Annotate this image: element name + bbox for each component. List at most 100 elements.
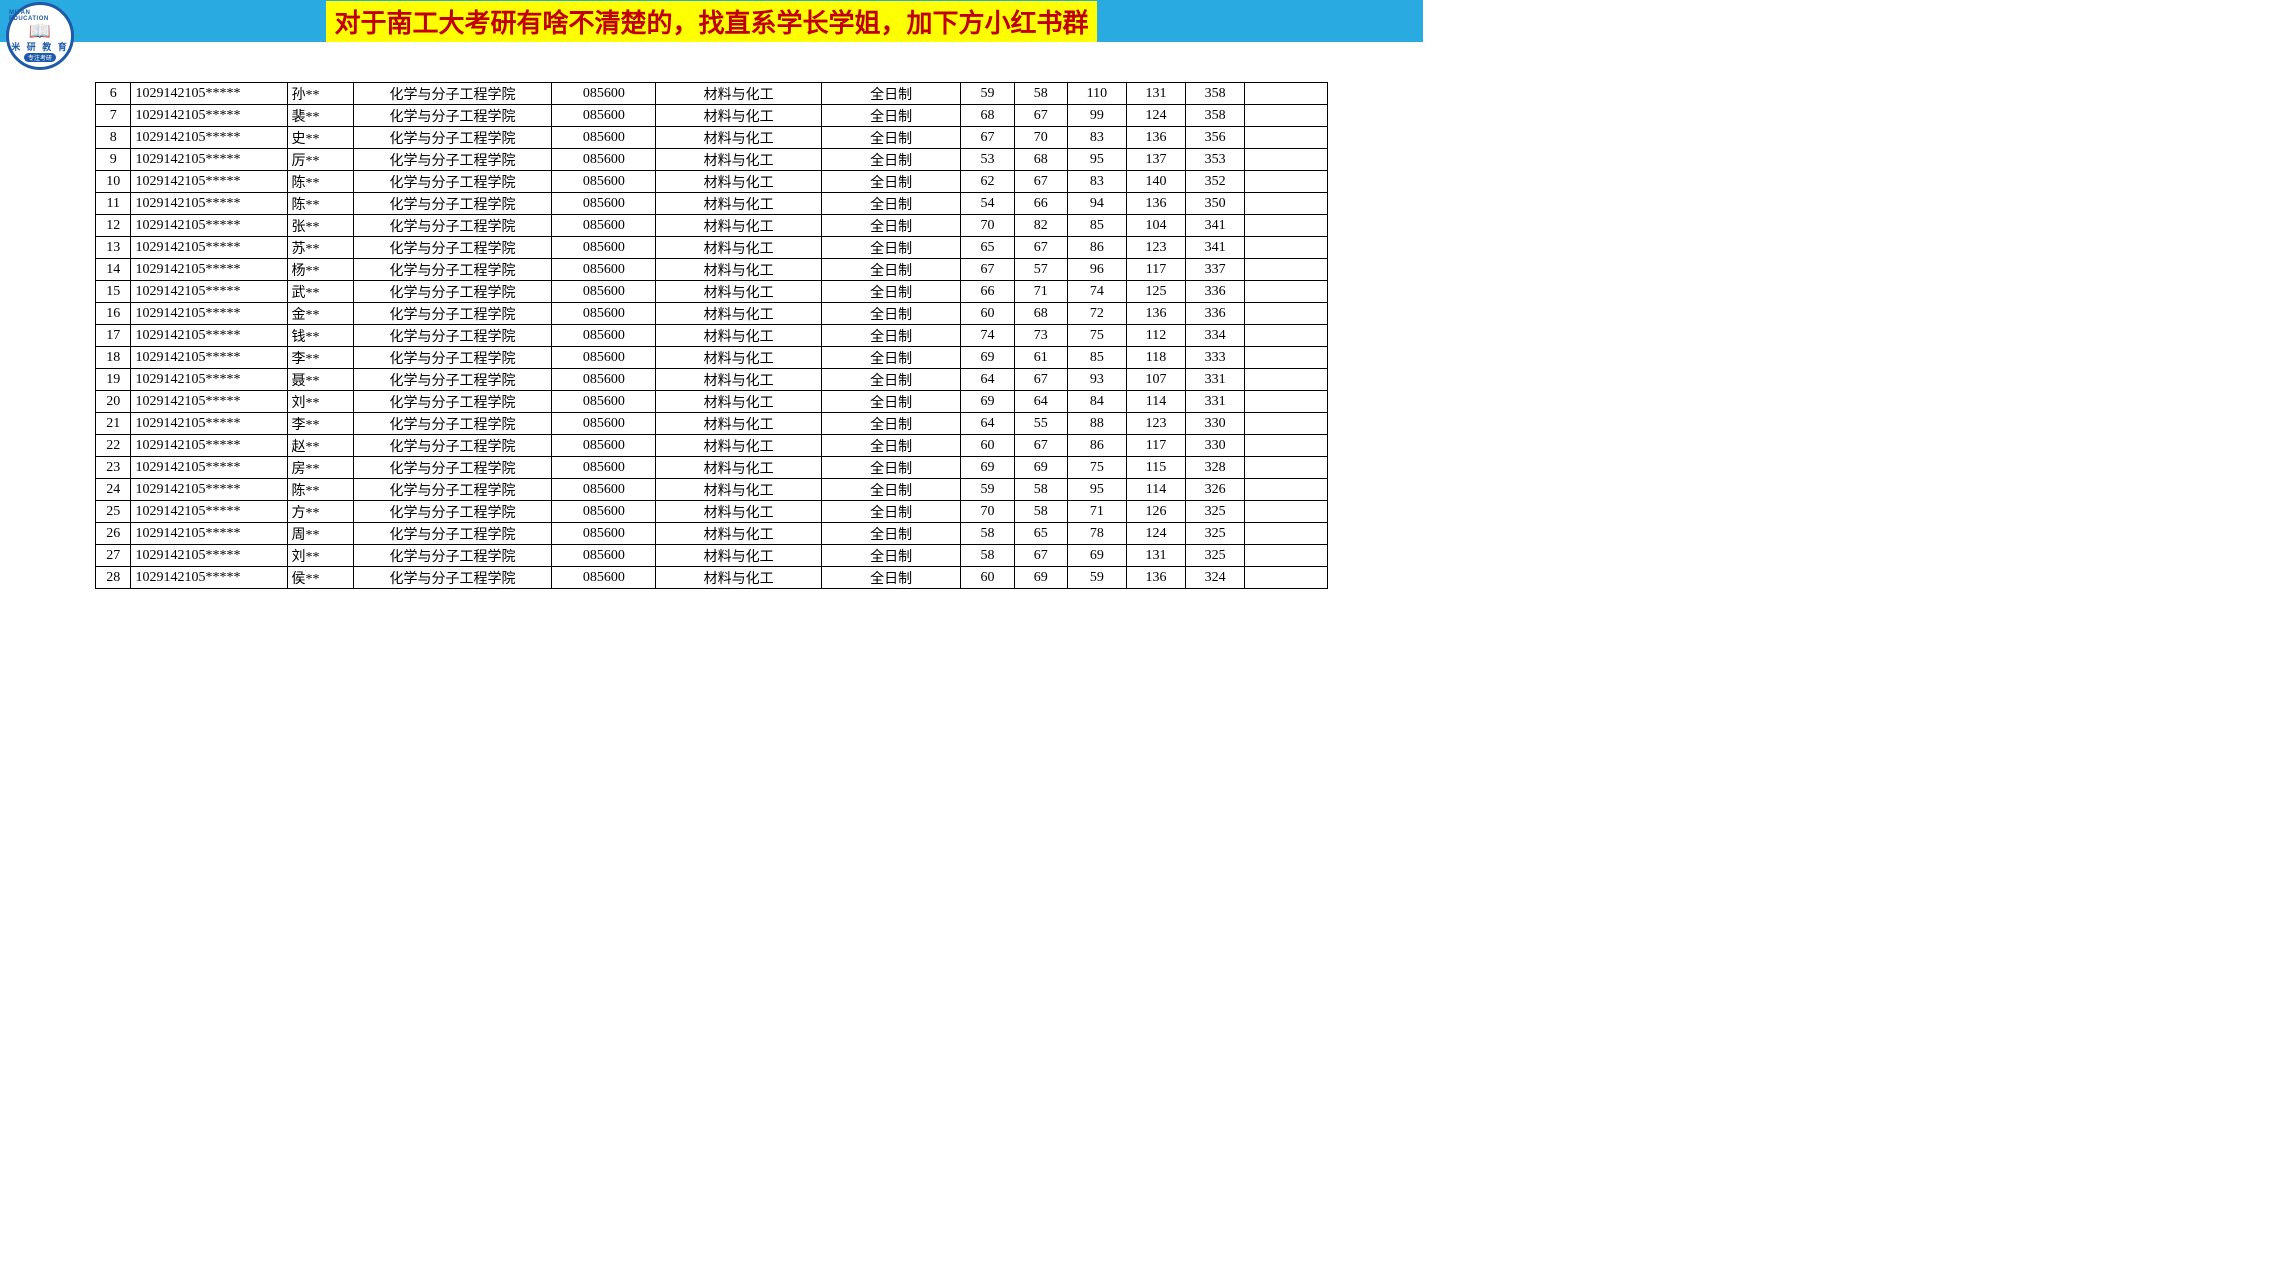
cell-code: 085600 (552, 369, 656, 391)
cell-major: 材料与化工 (656, 215, 822, 237)
cell-code: 085600 (552, 259, 656, 281)
cell-mode: 全日制 (821, 303, 961, 325)
cell-code: 085600 (552, 83, 656, 105)
cell-id: 1029142105***** (131, 83, 287, 105)
cell-note (1245, 193, 1328, 215)
cell-id: 1029142105***** (131, 457, 287, 479)
cell-dept: 化学与分子工程学院 (353, 259, 552, 281)
cell-total: 326 (1186, 479, 1245, 501)
cell-code: 085600 (552, 237, 656, 259)
cell-total: 358 (1186, 105, 1245, 127)
cell-s1: 74 (961, 325, 1014, 347)
cell-id: 1029142105***** (131, 303, 287, 325)
cell-s2: 71 (1014, 281, 1067, 303)
cell-idx: 21 (96, 413, 131, 435)
cell-id: 1029142105***** (131, 347, 287, 369)
cell-dept: 化学与分子工程学院 (353, 523, 552, 545)
cell-name: 张** (287, 215, 353, 237)
cell-mode: 全日制 (821, 523, 961, 545)
header-bar: MIYAN EDUCATION 📖 米 研 教 育 专注考研 对于南工大考研有啥… (0, 0, 1423, 42)
cell-code: 085600 (552, 215, 656, 237)
table-row: 141029142105*****杨**化学与分子工程学院085600材料与化工… (96, 259, 1328, 281)
cell-s4: 136 (1126, 127, 1185, 149)
cell-s3: 59 (1067, 567, 1126, 589)
cell-id: 1029142105***** (131, 281, 287, 303)
cell-idx: 7 (96, 105, 131, 127)
cell-s4: 124 (1126, 523, 1185, 545)
cell-id: 1029142105***** (131, 259, 287, 281)
cell-s1: 69 (961, 457, 1014, 479)
cell-id: 1029142105***** (131, 149, 287, 171)
cell-mode: 全日制 (821, 83, 961, 105)
cell-major: 材料与化工 (656, 281, 822, 303)
cell-mode: 全日制 (821, 545, 961, 567)
cell-s3: 95 (1067, 479, 1126, 501)
cell-s4: 125 (1126, 281, 1185, 303)
cell-idx: 13 (96, 237, 131, 259)
cell-s1: 59 (961, 479, 1014, 501)
cell-major: 材料与化工 (656, 545, 822, 567)
cell-note (1245, 523, 1328, 545)
cell-dept: 化学与分子工程学院 (353, 127, 552, 149)
cell-s1: 66 (961, 281, 1014, 303)
cell-total: 325 (1186, 523, 1245, 545)
cell-note (1245, 369, 1328, 391)
cell-mode: 全日制 (821, 501, 961, 523)
cell-major: 材料与化工 (656, 457, 822, 479)
cell-note (1245, 171, 1328, 193)
cell-s2: 66 (1014, 193, 1067, 215)
cell-mode: 全日制 (821, 127, 961, 149)
cell-s2: 58 (1014, 479, 1067, 501)
cell-code: 085600 (552, 281, 656, 303)
cell-id: 1029142105***** (131, 479, 287, 501)
cell-dept: 化学与分子工程学院 (353, 479, 552, 501)
cell-major: 材料与化工 (656, 127, 822, 149)
cell-dept: 化学与分子工程学院 (353, 237, 552, 259)
cell-note (1245, 215, 1328, 237)
cell-id: 1029142105***** (131, 105, 287, 127)
table-row: 271029142105*****刘**化学与分子工程学院085600材料与化工… (96, 545, 1328, 567)
cell-s4: 131 (1126, 545, 1185, 567)
cell-idx: 22 (96, 435, 131, 457)
cell-s1: 60 (961, 435, 1014, 457)
cell-s4: 124 (1126, 105, 1185, 127)
cell-s3: 84 (1067, 391, 1126, 413)
cell-s2: 69 (1014, 457, 1067, 479)
cell-major: 材料与化工 (656, 479, 822, 501)
cell-s3: 88 (1067, 413, 1126, 435)
cell-name: 史** (287, 127, 353, 149)
cell-total: 325 (1186, 501, 1245, 523)
cell-total: 336 (1186, 303, 1245, 325)
cell-idx: 15 (96, 281, 131, 303)
cell-dept: 化学与分子工程学院 (353, 545, 552, 567)
cell-s1: 54 (961, 193, 1014, 215)
cell-name: 周** (287, 523, 353, 545)
cell-name: 钱** (287, 325, 353, 347)
cell-name: 李** (287, 347, 353, 369)
cell-s3: 94 (1067, 193, 1126, 215)
cell-note (1245, 413, 1328, 435)
cell-idx: 26 (96, 523, 131, 545)
cell-name: 李** (287, 413, 353, 435)
cell-s2: 73 (1014, 325, 1067, 347)
cell-total: 324 (1186, 567, 1245, 589)
cell-s4: 136 (1126, 303, 1185, 325)
cell-idx: 27 (96, 545, 131, 567)
book-icon: 📖 (29, 22, 51, 40)
cell-major: 材料与化工 (656, 193, 822, 215)
cell-note (1245, 325, 1328, 347)
cell-mode: 全日制 (821, 567, 961, 589)
cell-dept: 化学与分子工程学院 (353, 303, 552, 325)
cell-dept: 化学与分子工程学院 (353, 369, 552, 391)
cell-mode: 全日制 (821, 193, 961, 215)
cell-total: 341 (1186, 215, 1245, 237)
cell-s4: 123 (1126, 237, 1185, 259)
cell-s3: 72 (1067, 303, 1126, 325)
cell-note (1245, 479, 1328, 501)
cell-idx: 12 (96, 215, 131, 237)
cell-s4: 114 (1126, 391, 1185, 413)
cell-code: 085600 (552, 347, 656, 369)
cell-id: 1029142105***** (131, 215, 287, 237)
cell-s2: 57 (1014, 259, 1067, 281)
cell-s2: 70 (1014, 127, 1067, 149)
